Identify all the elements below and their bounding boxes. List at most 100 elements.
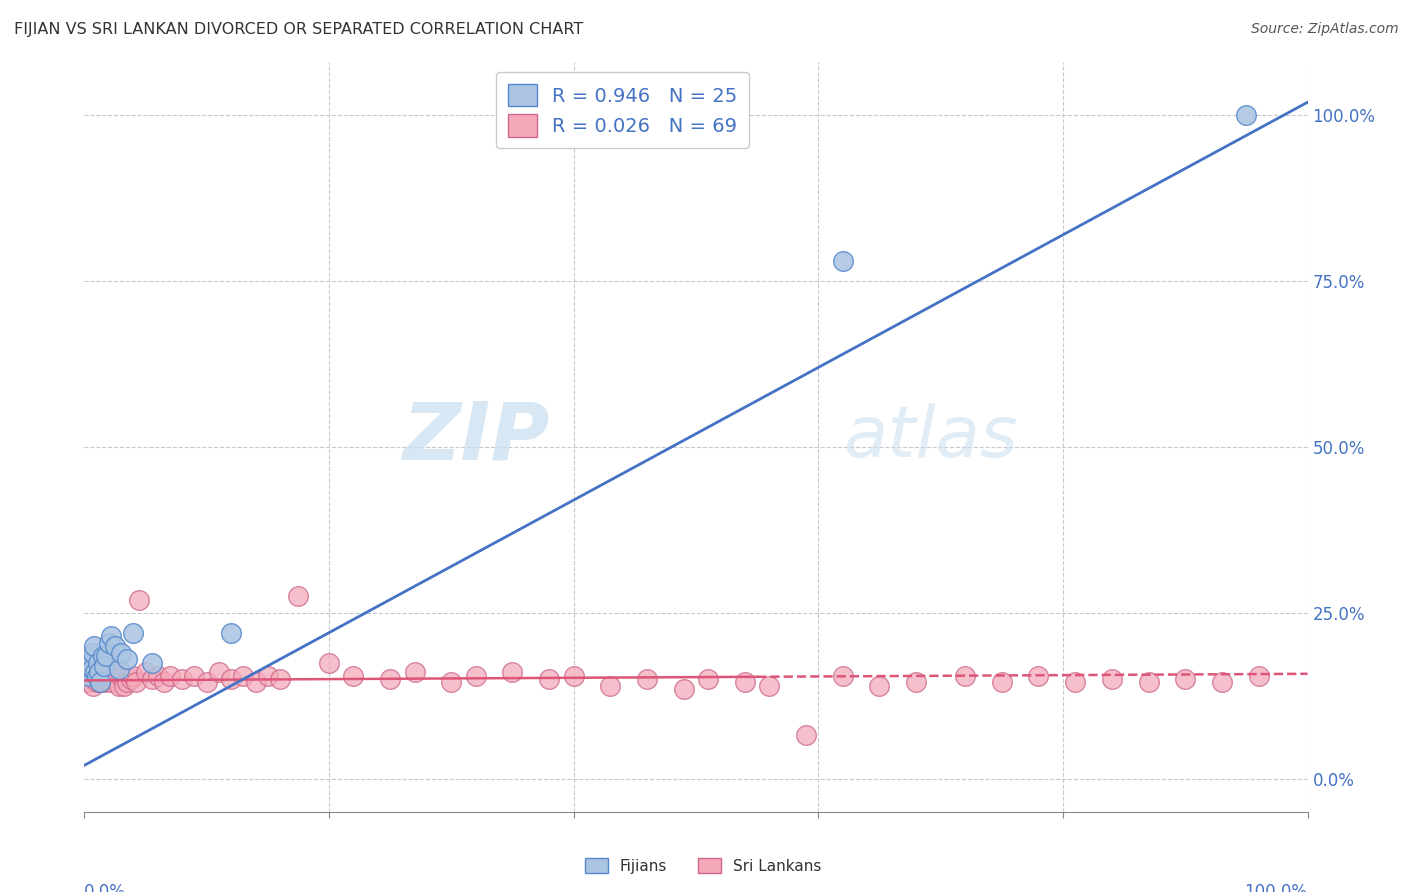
Point <box>110 669 132 683</box>
Point <box>115 652 138 666</box>
Point <box>269 672 291 686</box>
Point <box>84 672 107 686</box>
Point <box>905 675 928 690</box>
Point <box>77 672 100 686</box>
Point <box>122 669 145 683</box>
Point <box>1174 672 1197 686</box>
Point <box>464 669 486 683</box>
Point <box>404 665 426 680</box>
Point <box>77 669 100 683</box>
Point <box>97 669 120 683</box>
Point <box>77 675 100 690</box>
Point <box>599 679 621 693</box>
Point <box>91 648 114 663</box>
Point <box>257 669 280 683</box>
Point <box>219 672 242 686</box>
Point <box>953 669 976 683</box>
Point <box>342 669 364 683</box>
Point <box>83 639 105 653</box>
Point <box>287 589 309 603</box>
Point <box>1236 108 1258 122</box>
Point <box>734 675 756 690</box>
Legend: R = 0.946   N = 25, R = 0.026   N = 69: R = 0.946 N = 25, R = 0.026 N = 69 <box>496 72 749 148</box>
Point <box>79 665 101 680</box>
Point <box>82 679 104 693</box>
Point <box>538 672 561 686</box>
Point <box>93 675 115 690</box>
Point <box>153 675 176 690</box>
Point <box>502 665 524 680</box>
Point <box>112 679 135 693</box>
Point <box>87 672 110 686</box>
Point <box>794 729 817 743</box>
Point <box>219 625 242 640</box>
Point <box>107 662 129 676</box>
Point <box>80 662 103 676</box>
Point <box>104 639 127 653</box>
Point <box>232 669 254 683</box>
Point <box>1064 675 1087 690</box>
Text: 100.0%: 100.0% <box>1244 883 1308 892</box>
Point <box>86 669 108 683</box>
Point <box>135 665 157 680</box>
Point <box>87 656 110 670</box>
Point <box>672 681 695 696</box>
Point <box>77 656 100 670</box>
Point <box>100 675 122 690</box>
Point <box>758 679 780 693</box>
Point <box>159 669 181 683</box>
Point <box>84 665 107 680</box>
Point <box>141 672 163 686</box>
Point <box>97 635 120 649</box>
Point <box>128 592 150 607</box>
Point <box>1028 669 1050 683</box>
Point <box>96 672 118 686</box>
Point <box>318 656 340 670</box>
Point <box>104 665 127 680</box>
Point <box>172 672 194 686</box>
Point <box>89 675 111 690</box>
Point <box>86 675 108 690</box>
Text: Source: ZipAtlas.com: Source: ZipAtlas.com <box>1251 22 1399 37</box>
Point <box>125 675 148 690</box>
Point <box>120 672 142 686</box>
Point <box>83 665 105 680</box>
Text: 0.0%: 0.0% <box>84 883 127 892</box>
Point <box>115 675 138 690</box>
Text: atlas: atlas <box>842 402 1018 472</box>
Point <box>87 665 110 680</box>
Point <box>831 254 853 268</box>
Point <box>146 669 169 683</box>
Point <box>697 672 720 686</box>
Text: ZIP: ZIP <box>402 398 550 476</box>
Point <box>1247 669 1270 683</box>
Point <box>82 646 104 660</box>
Legend: Fijians, Sri Lankans: Fijians, Sri Lankans <box>579 852 827 880</box>
Point <box>440 675 463 690</box>
Point <box>141 656 163 670</box>
Point <box>96 648 118 663</box>
Point <box>183 669 205 683</box>
Point <box>80 669 103 683</box>
Point <box>93 658 115 673</box>
Point <box>869 679 891 693</box>
Point <box>100 629 122 643</box>
Point <box>122 625 145 640</box>
Point <box>1137 675 1160 690</box>
Point <box>195 675 218 690</box>
Point <box>636 672 658 686</box>
Point <box>831 669 853 683</box>
Point <box>562 669 585 683</box>
Point <box>87 669 110 683</box>
Point <box>991 675 1014 690</box>
Point <box>107 679 129 693</box>
Point <box>380 672 402 686</box>
Point <box>1101 672 1123 686</box>
Point <box>110 646 132 660</box>
Point <box>245 675 267 690</box>
Text: FIJIAN VS SRI LANKAN DIVORCED OR SEPARATED CORRELATION CHART: FIJIAN VS SRI LANKAN DIVORCED OR SEPARAT… <box>14 22 583 37</box>
Point <box>89 675 111 690</box>
Point <box>1211 675 1233 690</box>
Point <box>79 656 101 670</box>
Point <box>91 669 114 683</box>
